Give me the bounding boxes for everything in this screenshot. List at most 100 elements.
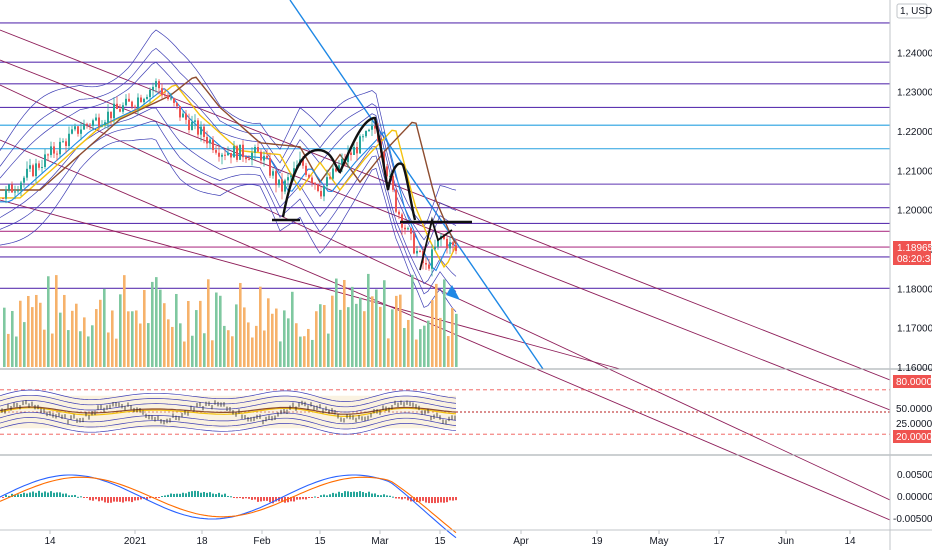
candle-body bbox=[167, 95, 169, 100]
volume-bar bbox=[91, 325, 94, 367]
volume-bar bbox=[263, 330, 266, 367]
currency-badge[interactable]: 1, USD bbox=[896, 3, 932, 19]
volume-bar bbox=[311, 339, 314, 367]
candle-body bbox=[77, 126, 79, 134]
volume-bar bbox=[247, 322, 250, 367]
volume-bar bbox=[83, 317, 86, 367]
volume-bar bbox=[295, 323, 298, 367]
candle-body bbox=[287, 177, 289, 181]
volume-bar bbox=[135, 310, 138, 367]
candle-body bbox=[197, 120, 199, 135]
candle-body bbox=[398, 211, 400, 215]
macd-hist-bar bbox=[401, 497, 403, 500]
candle-body bbox=[413, 233, 415, 254]
volume-bars bbox=[3, 273, 458, 367]
macd-hist-bar bbox=[392, 496, 394, 498]
head-and-shoulders-drawing[interactable] bbox=[272, 116, 472, 300]
candle-body bbox=[371, 125, 373, 130]
macd-hist-bar bbox=[305, 497, 307, 500]
candle-body bbox=[416, 250, 418, 254]
macd-hist-bar bbox=[230, 496, 232, 498]
macd-hist-bar bbox=[308, 497, 310, 498]
macd-hist-bar bbox=[41, 492, 43, 497]
macd-hist-bar bbox=[8, 495, 10, 497]
price-tick-label: 1.23000 bbox=[897, 88, 932, 99]
candle-body bbox=[224, 154, 226, 156]
candle-body bbox=[203, 126, 205, 138]
macd-hist-bar bbox=[134, 497, 136, 501]
candle-body bbox=[338, 165, 340, 172]
volume-bar bbox=[411, 274, 414, 367]
candle-body bbox=[293, 168, 295, 176]
volume-bar bbox=[39, 302, 42, 367]
macd-hist-bar bbox=[344, 491, 346, 497]
time-axis[interactable]: 14 2021 18 Feb 15 Mar 15 Apr 19 May 17 Jun 14 bbox=[44, 530, 856, 547]
macd-hist-bar bbox=[407, 497, 409, 501]
macd-hist-bar bbox=[38, 490, 40, 497]
macd-hist-bar bbox=[245, 497, 247, 499]
candle-body bbox=[311, 177, 313, 183]
candle-body bbox=[365, 131, 367, 137]
macd-hist-bar bbox=[71, 495, 73, 497]
macd-hist-bar bbox=[164, 495, 166, 497]
candle-body bbox=[188, 119, 190, 130]
candle-body bbox=[110, 111, 112, 119]
macd-hist-bar bbox=[368, 491, 370, 497]
macd-hist-bar bbox=[338, 491, 340, 497]
macd-hist-bar bbox=[5, 494, 7, 497]
macd-hist-bar bbox=[422, 497, 424, 501]
macd-hist-bar bbox=[347, 491, 349, 497]
volume-bar bbox=[251, 337, 254, 367]
price-axis[interactable]: 1.240001.230001.220001.210001.200001.190… bbox=[897, 48, 932, 374]
macd-hist-bar bbox=[260, 497, 262, 502]
trend-channel-lines[interactable] bbox=[0, 0, 891, 521]
candle-body bbox=[227, 153, 229, 156]
candle-body bbox=[434, 247, 436, 250]
volume-bar bbox=[175, 293, 178, 367]
bollinger-bands bbox=[0, 29, 457, 313]
macd-hist-bar bbox=[26, 493, 28, 497]
volume-bar bbox=[19, 300, 22, 367]
volume-bar bbox=[315, 311, 318, 367]
candle-body bbox=[236, 146, 238, 160]
volume-bar bbox=[15, 336, 18, 367]
candle-body bbox=[131, 101, 133, 107]
candle-body bbox=[449, 242, 451, 249]
macd-hist-bar bbox=[377, 494, 379, 497]
macd-hist-bar bbox=[80, 496, 82, 498]
candle-body bbox=[446, 238, 448, 249]
volume-bar bbox=[143, 289, 146, 367]
candle-body bbox=[251, 152, 253, 160]
time-label: 17 bbox=[713, 536, 725, 547]
time-label: Apr bbox=[513, 536, 529, 547]
volume-bar bbox=[167, 319, 170, 367]
horizontal-levels[interactable] bbox=[0, 22, 890, 289]
price-tick-label: 1.18000 bbox=[897, 284, 932, 295]
stoch-mid-label: 50.00000 bbox=[896, 404, 932, 415]
candle-body bbox=[98, 117, 100, 127]
macd-hist-bar bbox=[248, 497, 250, 499]
macd-hist-bar bbox=[218, 492, 220, 497]
volume-bar bbox=[151, 281, 154, 367]
candle-body bbox=[155, 81, 157, 87]
macd-hist-bar bbox=[77, 496, 79, 498]
band-line bbox=[0, 29, 457, 227]
currency-prefix: 1 bbox=[900, 6, 906, 17]
candle-body bbox=[209, 139, 211, 144]
macd-hist-bar bbox=[398, 497, 400, 499]
volume-bar bbox=[355, 303, 358, 367]
macd-hist-bar bbox=[149, 497, 151, 499]
volume-bar bbox=[403, 327, 406, 367]
macd-hist-bar bbox=[437, 497, 439, 503]
candle-body bbox=[317, 184, 319, 191]
volume-bar bbox=[223, 325, 226, 367]
macd-hist-bar bbox=[14, 495, 16, 497]
macd-hist-bar bbox=[62, 493, 64, 497]
macd-tick: 0.00500 bbox=[897, 470, 932, 481]
candle-body bbox=[182, 113, 184, 118]
macd-hist-bar bbox=[299, 497, 301, 500]
volume-bar bbox=[207, 279, 210, 367]
volume-bar bbox=[195, 310, 198, 367]
stoch-80-tag: 80.00000 bbox=[893, 375, 932, 388]
